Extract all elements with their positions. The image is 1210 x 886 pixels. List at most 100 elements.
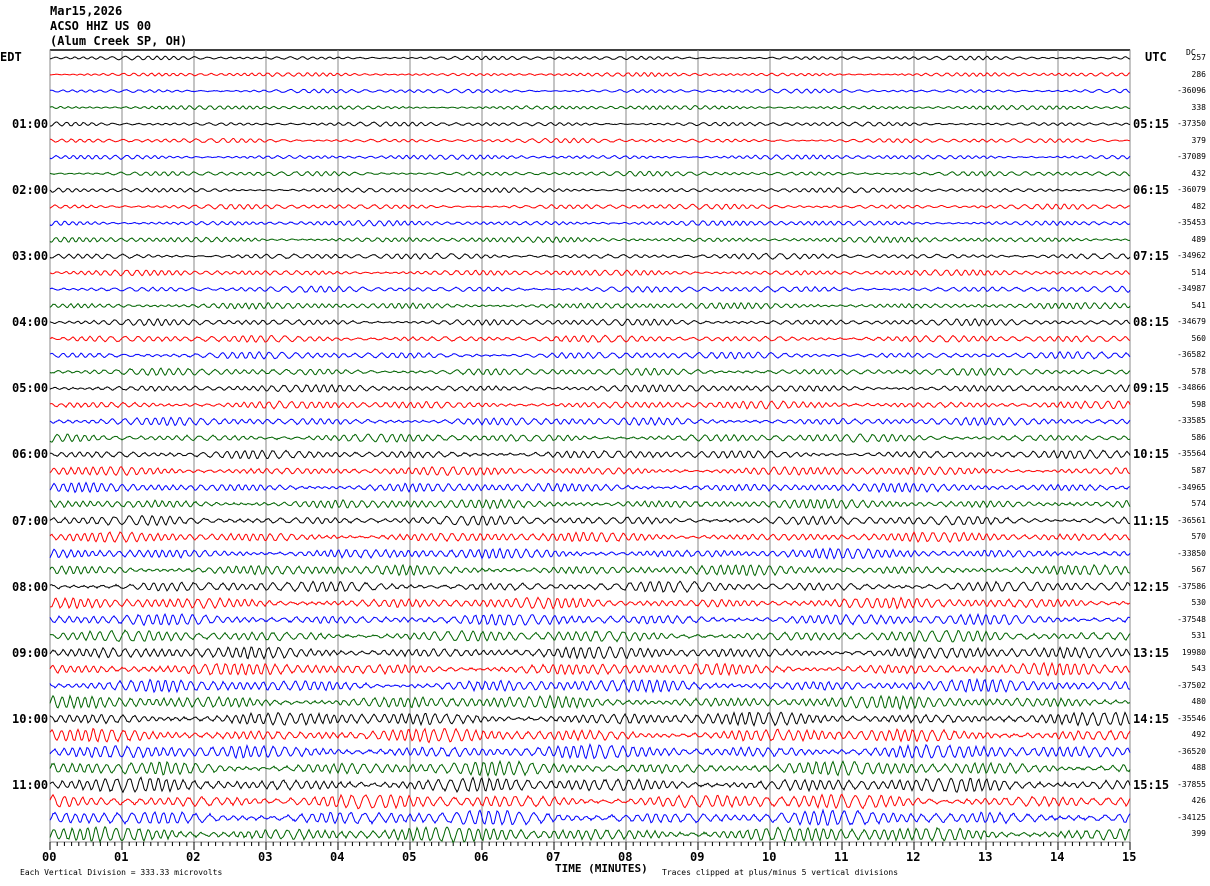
dc-offset-label: -36582 [1177, 350, 1206, 360]
dc-offset-label: 286 [1191, 69, 1206, 79]
dc-offset-label: -37350 [1177, 119, 1206, 129]
seismic-trace [49, 629, 1131, 643]
x-axis-label: TIME (MINUTES) [555, 862, 648, 875]
seismic-trace [49, 531, 1131, 544]
seismic-trace [50, 88, 1131, 94]
seismic-trace [49, 742, 1131, 760]
seismic-trace [49, 694, 1131, 711]
x-tick-label: 04 [330, 850, 345, 864]
dc-offset-label: 530 [1191, 598, 1206, 608]
x-tick-label: 05 [402, 850, 417, 864]
seismic-trace [49, 383, 1131, 393]
dc-offset-label: 598 [1191, 399, 1206, 409]
right-hour-label: 10:15 [1133, 447, 1170, 462]
x-tick-label: 06 [474, 850, 489, 864]
right-hour-label: 05:15 [1133, 117, 1170, 132]
seismic-trace [49, 433, 1131, 443]
seismic-trace [49, 72, 1131, 78]
seismic-trace [49, 711, 1131, 727]
dc-offset-label: 514 [1191, 267, 1206, 277]
left-hour-label: 01:00 [12, 117, 49, 132]
seismic-trace [49, 104, 1130, 111]
left-hour-label: 04:00 [12, 315, 49, 330]
left-hour-label: 08:00 [12, 579, 49, 594]
seismic-trace [49, 514, 1131, 527]
dc-offset-label: 570 [1191, 532, 1206, 542]
x-tick-label: 12 [906, 850, 921, 864]
dc-offset-label: 541 [1191, 300, 1206, 310]
right-hour-label: 06:15 [1133, 183, 1170, 198]
dc-offset-label: 492 [1191, 730, 1206, 740]
seismic-trace [50, 55, 1131, 61]
x-tick-label: 00 [42, 850, 57, 864]
seismic-trace [49, 677, 1131, 694]
seismic-trace [49, 350, 1131, 360]
station-label: ACSO HHZ US 00 [50, 19, 152, 33]
seismic-trace [49, 498, 1131, 510]
left-hour-label: 02:00 [12, 183, 49, 198]
right-hour-label: 13:15 [1133, 645, 1170, 660]
left-hour-label: 09:00 [12, 645, 49, 660]
seismic-trace [49, 580, 1131, 594]
seismic-trace [49, 776, 1131, 794]
seismic-trace [49, 661, 1131, 677]
dc-offset-label: 426 [1191, 796, 1206, 806]
seismic-trace [49, 481, 1131, 494]
right-hour-label: 15:15 [1133, 777, 1170, 792]
seismic-trace [49, 154, 1131, 161]
right-hour-label: 14:15 [1133, 711, 1170, 726]
dc-offset-label: 489 [1191, 234, 1206, 244]
dc-offset-label: -36079 [1177, 185, 1206, 195]
dc-offset-label: -33850 [1177, 548, 1206, 558]
seismic-trace [49, 367, 1131, 377]
seismic-trace [49, 727, 1131, 744]
seismic-trace [49, 416, 1131, 427]
dc-offset-label: -37586 [1177, 581, 1206, 591]
dc-offset-label: -33585 [1177, 416, 1206, 426]
seismic-trace [49, 825, 1131, 844]
seismic-trace [49, 187, 1131, 194]
left-hour-label: 05:00 [12, 381, 49, 396]
seismic-trace [50, 137, 1131, 144]
dc-offset-label: -36520 [1177, 746, 1206, 756]
seismic-trace [49, 252, 1131, 260]
seismic-trace [49, 301, 1131, 310]
dc-offset-label: 399 [1191, 829, 1206, 839]
x-tick-label: 07 [546, 850, 561, 864]
x-tick-label: 13 [978, 850, 993, 864]
dc-offset-label: -35546 [1177, 713, 1206, 723]
seismic-trace [49, 334, 1131, 343]
x-tick-label: 11 [834, 850, 849, 864]
right-hour-label: 08:15 [1133, 315, 1170, 330]
dc-offset-label: -34962 [1177, 251, 1206, 261]
dc-offset-label: 482 [1191, 201, 1206, 211]
seismic-trace [49, 793, 1131, 810]
dc-offset-label: -34125 [1177, 812, 1206, 822]
x-tick-label: 03 [258, 850, 273, 864]
seismic-trace [49, 236, 1131, 244]
dc-offset-label: -36096 [1177, 86, 1206, 96]
x-tick-label: 15 [1122, 850, 1137, 864]
dc-offset-label: -34987 [1177, 284, 1206, 294]
seismic-trace [49, 547, 1131, 560]
dc-offset-label: 574 [1191, 499, 1206, 509]
left-hour-label: 03:00 [12, 249, 49, 264]
seismic-trace [49, 317, 1131, 327]
dc-offset-label: -37502 [1177, 680, 1206, 690]
x-tick-label: 09 [690, 850, 705, 864]
seismic-trace [49, 121, 1131, 127]
left-hour-label: 11:00 [12, 777, 49, 792]
x-tick-label: 02 [186, 850, 201, 864]
left-timezone: EDT [0, 50, 22, 64]
dc-offset-label: 586 [1191, 432, 1206, 442]
dc-offset-label: 560 [1191, 333, 1206, 343]
dc-offset-label: 338 [1191, 102, 1206, 112]
seismic-trace [50, 269, 1131, 277]
left-hour-label: 07:00 [12, 513, 49, 528]
dc-offset-label: -37089 [1177, 152, 1206, 162]
seismic-trace [49, 466, 1131, 477]
plot-frame [49, 49, 1131, 843]
left-hour-label: 06:00 [12, 447, 49, 462]
seismic-trace [49, 400, 1131, 410]
